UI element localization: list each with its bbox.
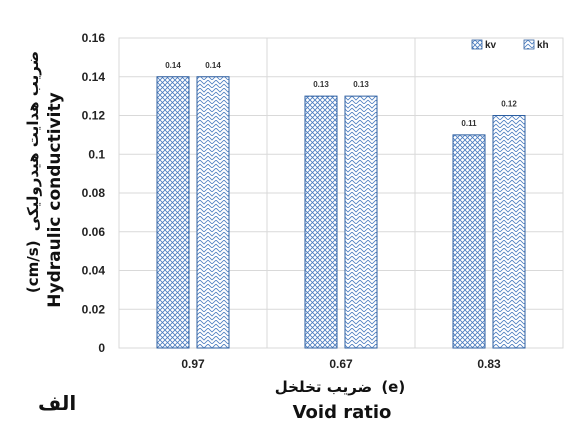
bar-kv [156, 76, 190, 349]
y-axis-title-en: Hydraulic conductivity [45, 92, 65, 307]
y-axis-unit: (cm/s) [24, 240, 42, 293]
bar-kh [344, 95, 378, 349]
legend-swatch-kh [523, 39, 535, 50]
x-axis-symbol: (e) [381, 378, 405, 396]
y-tick-label: 0.06 [82, 225, 106, 239]
legend-label-kh: kh [537, 40, 549, 51]
y-axis-title-fa: (cm/s) ضریب هدایت هیدرولیکی [24, 51, 42, 293]
gridlines [119, 37, 563, 349]
y-tick-label: 0.08 [82, 186, 106, 200]
bars [156, 76, 526, 349]
y-tick-labels: 0 0.02 0.04 0.06 0.08 0.1 0.12 0.14 0.16 [82, 31, 106, 355]
legend-label-kv: kv [485, 40, 497, 51]
x-axis-title-en: Void ratio [293, 402, 392, 423]
data-label-kv: 0.14 [165, 61, 181, 70]
x-tick-label: 0.83 [477, 357, 501, 371]
y-tick-label: 0.12 [82, 109, 106, 123]
bar-kh [492, 115, 526, 349]
data-label-kh: 0.13 [353, 80, 369, 89]
legend-swatch-kv [471, 39, 483, 50]
y-axis-title-fa-text: ضریب هدایت هیدرولیکی [24, 51, 42, 231]
y-tick-label: 0.16 [82, 31, 106, 45]
y-tick-label: 0.14 [82, 70, 106, 84]
y-tick-label: 0.1 [88, 147, 105, 161]
y-tick-label: 0.04 [82, 264, 106, 278]
legend: kv kh [471, 39, 549, 51]
data-label-kh: 0.12 [501, 100, 517, 109]
y-tick-label: 0.02 [82, 302, 106, 316]
data-label-kv: 0.13 [313, 80, 329, 89]
data-label-kh: 0.14 [205, 61, 221, 70]
panel-label: الف [38, 391, 76, 415]
x-axis-title-fa: ضریب تخلخل (e) [275, 378, 405, 396]
bar-kv [304, 95, 338, 349]
x-tick-label: 0.97 [181, 357, 205, 371]
data-label-kv: 0.11 [461, 119, 477, 128]
x-tick-labels: 0.97 0.67 0.83 [181, 357, 501, 371]
y-tick-label: 0 [98, 341, 105, 355]
data-labels: 0.14 0.14 0.13 0.13 0.11 0.12 [165, 61, 517, 128]
x-tick-label: 0.67 [329, 357, 353, 371]
bar-kv [452, 134, 486, 349]
x-axis-title-fa-text: ضریب تخلخل [275, 378, 372, 396]
bar-kh [196, 76, 230, 349]
